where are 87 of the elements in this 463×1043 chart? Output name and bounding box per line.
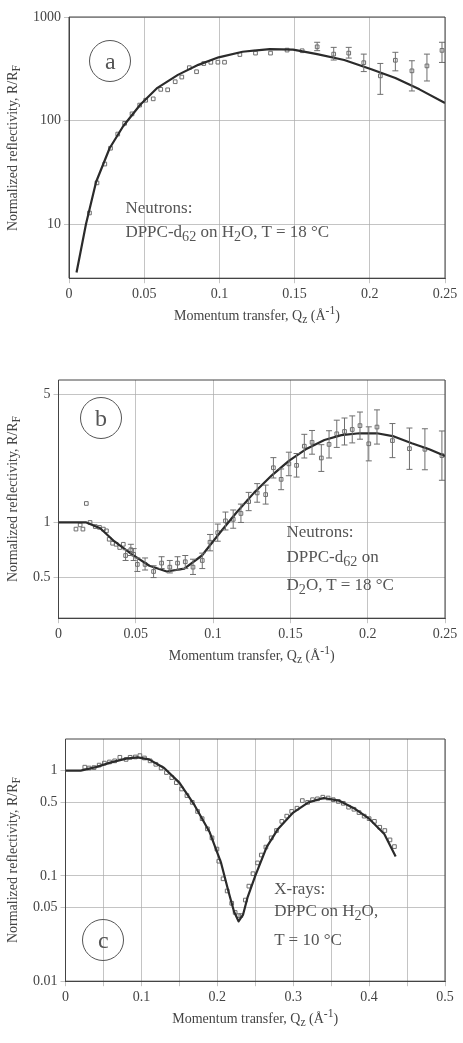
point xyxy=(83,501,89,506)
point xyxy=(123,553,128,558)
point xyxy=(179,74,185,80)
point xyxy=(223,518,228,524)
annotation: T = 10 °C xyxy=(274,929,342,950)
point xyxy=(326,442,332,447)
x-axis-title: Momentum transfer, Q$_{z}$ (Å$^{-1}$) xyxy=(174,304,340,327)
x-tick-label: 0.2 xyxy=(358,626,377,642)
y-tick-label: 0.5 xyxy=(40,794,58,810)
x-tick-label: 0 xyxy=(62,989,69,1005)
x-axis-title: Momentum transfer, Q$_{z}$ (Å$^{-1}$) xyxy=(168,644,335,667)
point xyxy=(151,569,156,574)
y-tick-label: 1000 xyxy=(33,8,61,24)
annotation: Neutrons: xyxy=(286,522,354,542)
y-tick-label: 0.5 xyxy=(33,569,51,585)
x-tick-label: 0 xyxy=(65,286,73,302)
point xyxy=(424,63,430,69)
annotation: a xyxy=(89,40,132,83)
point xyxy=(238,511,244,516)
point xyxy=(334,431,340,437)
point xyxy=(222,59,227,65)
annotation: Neutrons: xyxy=(125,197,193,218)
annotation: D$_{2}$O, T = 18 °C xyxy=(286,575,394,599)
point xyxy=(366,441,372,447)
x-tick-label: 0.25 xyxy=(432,626,458,642)
x-tick-label: 0.4 xyxy=(360,989,378,1005)
point xyxy=(294,463,299,468)
point xyxy=(135,562,140,567)
point xyxy=(357,423,363,428)
x-tick-label: 0.05 xyxy=(123,626,149,642)
y-tick-label: 0.01 xyxy=(33,972,58,988)
point xyxy=(172,79,178,85)
point xyxy=(393,57,398,63)
point xyxy=(120,541,126,547)
point xyxy=(301,443,307,449)
point xyxy=(175,560,180,566)
point xyxy=(278,477,284,482)
point xyxy=(409,68,415,74)
x-tick-label: 0.15 xyxy=(278,626,303,642)
point xyxy=(194,69,199,75)
y-tick-label: 10 xyxy=(47,215,61,231)
point xyxy=(73,526,79,532)
x-tick-label: 0 xyxy=(55,626,62,642)
point xyxy=(158,87,164,92)
point xyxy=(167,564,173,570)
point xyxy=(407,446,412,451)
annotation: DPPC on H$_{2}$O, xyxy=(274,901,379,925)
point xyxy=(299,48,305,54)
y-tick-label: 0.1 xyxy=(40,867,58,883)
x-tick-label: 0.1 xyxy=(204,626,222,642)
annotation: b xyxy=(80,397,122,440)
y-tick-label: 1 xyxy=(43,514,51,530)
point xyxy=(253,50,258,56)
point xyxy=(349,427,355,432)
x-tick-label: 0.15 xyxy=(282,286,307,302)
point xyxy=(361,60,367,66)
y-tick-label: 0.05 xyxy=(33,899,58,915)
point xyxy=(390,438,395,443)
point xyxy=(268,50,273,56)
x-tick-label: 0.3 xyxy=(284,989,302,1005)
annotation: c xyxy=(82,919,125,962)
x-tick-label: 0.1 xyxy=(132,989,151,1005)
annotation: DPPC-d$_{62}$ on H$_{2}$O, T = 18 °C xyxy=(125,221,330,245)
point xyxy=(331,51,337,57)
point xyxy=(199,558,205,563)
y-tick-label: 5 xyxy=(43,386,51,402)
x-tick-label: 0.25 xyxy=(432,286,458,302)
x-tick-label: 0.2 xyxy=(361,286,379,302)
x-tick-label: 0.5 xyxy=(436,989,454,1005)
x-tick-label: 0.1 xyxy=(210,286,229,302)
x-axis-title: Momentum transfer, Q$_{z}$ (Å$^{-1}$) xyxy=(172,1007,339,1030)
point xyxy=(159,560,164,566)
point xyxy=(346,50,352,56)
point xyxy=(271,465,276,471)
y-tick-label: 1 xyxy=(50,762,58,778)
point xyxy=(182,559,188,565)
annotation: DPPC-d$_{62}$ on xyxy=(286,546,379,570)
point xyxy=(263,492,268,497)
x-tick-label: 0.2 xyxy=(208,989,227,1005)
annotation: X-rays: xyxy=(274,878,326,899)
point xyxy=(215,59,221,65)
y-tick-label: 100 xyxy=(40,112,61,128)
x-tick-label: 0.05 xyxy=(131,286,157,302)
point xyxy=(165,87,170,93)
point xyxy=(150,96,156,102)
point xyxy=(80,526,86,532)
point xyxy=(374,424,380,430)
